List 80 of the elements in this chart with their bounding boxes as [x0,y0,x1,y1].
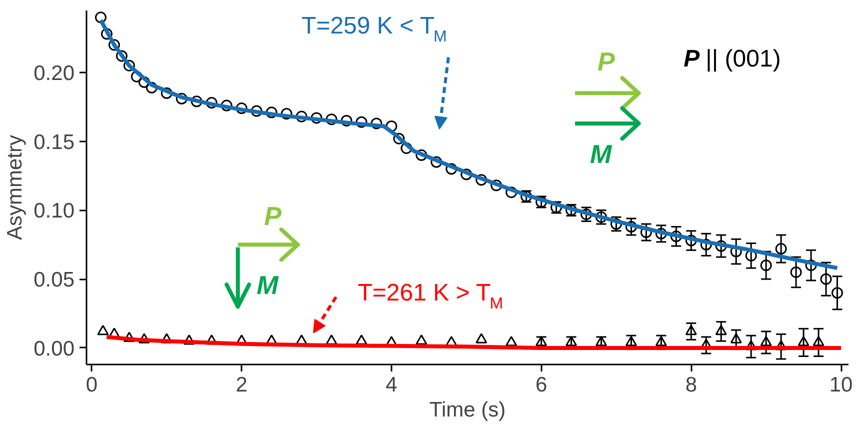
y-tick-label: 0.10 [34,200,75,223]
point [310,112,322,124]
point [100,28,112,40]
point [94,12,106,24]
point [506,336,518,346]
x-axis-title: Time (s) [429,398,506,422]
x-tick-label: 2 [236,374,248,396]
y-tick-label: 0.05 [34,268,75,292]
point [490,180,502,192]
point [356,116,368,128]
point [760,336,772,346]
point [506,186,518,198]
point [280,108,292,120]
point [595,336,607,346]
annotation: P || (001) [684,45,781,72]
point [206,97,218,109]
point [160,87,172,99]
y-tick-label: 0.20 [34,62,75,85]
annotation: P [597,46,616,77]
point [190,96,202,108]
point [476,174,488,186]
point [790,266,802,278]
point [832,287,844,299]
point [730,333,742,344]
point [326,114,338,126]
x-tick-label: 8 [685,374,698,396]
point [536,336,548,346]
point [700,238,712,250]
point [393,132,405,144]
point [123,332,135,342]
point [220,100,232,112]
point [685,324,697,336]
annotation: P [264,200,282,231]
point [446,163,458,175]
point [625,336,637,346]
y-tick-label: 0.15 [34,130,75,154]
y-axis-title: Asymmetry [4,134,27,240]
point [250,105,262,117]
point [400,142,412,154]
point [805,260,817,272]
point [146,82,158,94]
point [138,333,150,344]
x-tick-label: 4 [386,374,398,396]
point [97,324,109,336]
x-tick-label: 0 [86,374,98,396]
point [566,336,578,346]
point [236,102,248,114]
point [266,106,278,118]
line-series [98,18,840,270]
point [812,336,824,346]
annotation: M [256,270,280,300]
point [715,240,727,252]
point [176,92,188,104]
point [685,234,697,246]
point [356,334,368,345]
point [460,168,472,180]
y-tick-label: 0.00 [34,337,75,360]
point [123,60,135,72]
point [108,39,120,51]
point [670,230,682,242]
point [775,243,787,255]
point [760,260,772,272]
point [340,114,352,126]
point [798,336,810,346]
point [625,221,637,232]
x-tick-label: 6 [535,374,548,396]
x-tick-label: 10 [829,374,853,396]
point [655,336,667,346]
point [116,50,128,62]
point [476,333,488,344]
point [326,334,338,345]
annotation: M [590,138,614,169]
point [296,110,308,122]
point [370,118,382,130]
point [416,149,428,161]
point [416,334,428,345]
point [296,334,308,345]
point [715,324,727,336]
point [655,228,667,240]
point [183,334,195,345]
